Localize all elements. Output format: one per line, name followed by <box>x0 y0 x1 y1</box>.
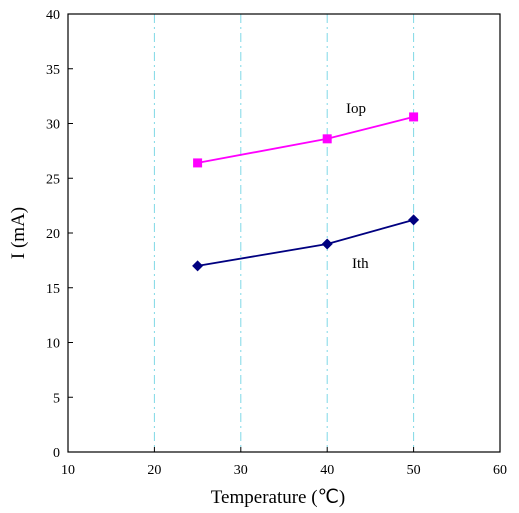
plot-area <box>67 13 501 453</box>
series-lines <box>197 116 414 267</box>
y-tick-label: 0 <box>53 446 60 461</box>
data-point-iop <box>409 112 419 122</box>
y-tick-label: 30 <box>46 118 60 133</box>
x-axis-title: Temperature (℃) <box>211 487 345 508</box>
y-axis-title: I (mA) <box>8 207 29 259</box>
series-markers <box>192 112 420 272</box>
x-tick-label: 60 <box>493 463 507 478</box>
y-tick-label: 25 <box>46 172 60 187</box>
data-point-ith <box>408 214 420 226</box>
series-label-iop: Iop <box>346 101 366 117</box>
x-tick-labels: 10 20 30 40 50 60 <box>61 463 507 478</box>
y-tick-label: 40 <box>46 8 60 23</box>
series-line-ith <box>197 219 414 267</box>
y-tick-label: 5 <box>53 391 60 406</box>
x-tick-label: 10 <box>61 463 75 478</box>
y-tick-label: 15 <box>46 282 60 297</box>
y-tick-labels: 0 5 10 15 20 25 30 35 40 <box>46 8 60 461</box>
y-tick-label: 10 <box>46 337 60 352</box>
x-tick-label: 50 <box>407 463 421 478</box>
x-tick-label: 30 <box>234 463 248 478</box>
axis-ticks <box>67 13 501 453</box>
data-point-iop <box>193 158 203 168</box>
series-line-iop <box>197 116 414 164</box>
grid-lines <box>153 14 415 452</box>
series-label-ith: Ith <box>352 256 369 272</box>
x-tick-label: 40 <box>320 463 334 478</box>
data-point-iop <box>322 134 332 144</box>
data-point-ith <box>192 260 204 272</box>
y-tick-label: 35 <box>46 63 60 78</box>
y-tick-label: 20 <box>46 227 60 242</box>
x-tick-label: 20 <box>147 463 161 478</box>
data-point-ith <box>321 238 333 250</box>
